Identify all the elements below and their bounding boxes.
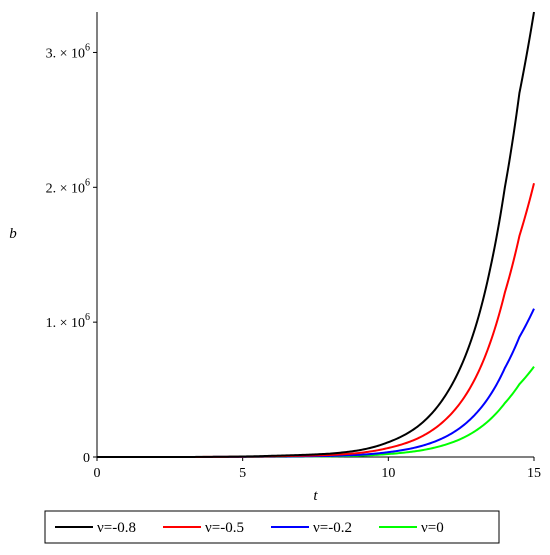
series-lines — [97, 11, 535, 458]
y-tick-mantissa: 2. × 10 — [46, 181, 85, 196]
y-tick-exponent: 6 — [85, 312, 90, 323]
x-tick-label: 10 — [381, 466, 395, 481]
series-line — [97, 11, 535, 458]
legend-label: ν=-0.5 — [205, 520, 244, 536]
y-tick-label: 1. × 106 — [46, 312, 90, 331]
y-tick-exponent: 6 — [85, 42, 90, 53]
y-tick-label: 3. × 106 — [46, 42, 90, 61]
x-axis-title: t — [313, 488, 318, 504]
y-axis-title: b — [9, 226, 17, 242]
y-tick-mantissa: 1. × 10 — [46, 316, 85, 331]
series-line — [97, 183, 535, 458]
y-tick-label: 0 — [83, 451, 90, 466]
legend-label: ν=0 — [421, 520, 444, 536]
x-tick-label: 0 — [94, 466, 101, 481]
x-tick-label: 5 — [239, 466, 246, 481]
legend-label: ν=-0.8 — [97, 520, 136, 536]
y-tick-mantissa: 0 — [83, 451, 90, 466]
y-tick-label: 2. × 106 — [46, 177, 90, 196]
x-tick-label: 15 — [527, 466, 541, 481]
legend: ν=-0.8 ν=-0.5 ν=-0.2 ν=0 — [44, 510, 500, 544]
y-tick-exponent: 6 — [85, 177, 90, 188]
series-line — [97, 366, 535, 458]
legend-label: ν=-0.2 — [313, 520, 352, 536]
x-ticks: 0 5 10 15 — [94, 457, 541, 481]
y-tick-mantissa: 3. × 10 — [46, 46, 85, 61]
